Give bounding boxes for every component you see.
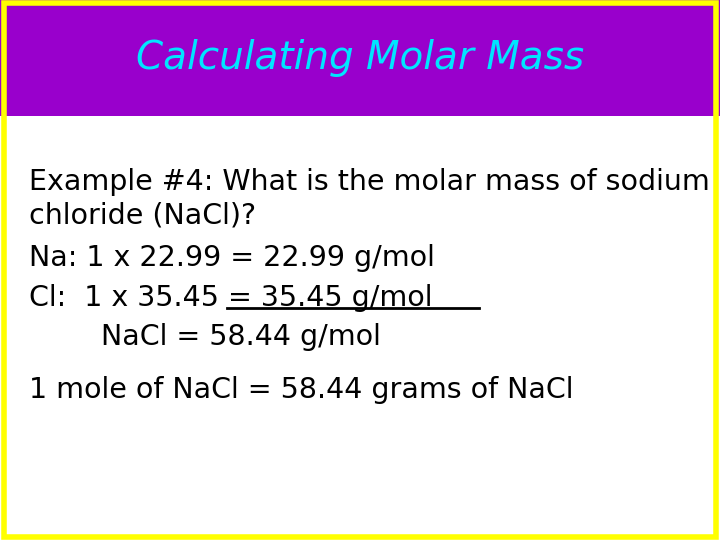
Text: chloride (NaCl)?: chloride (NaCl)? [29,202,256,230]
Text: Cl:  1 x 35.45 = 35.45 g/mol: Cl: 1 x 35.45 = 35.45 g/mol [29,285,432,312]
Text: Na: 1 x 22.99 = 22.99 g/mol: Na: 1 x 22.99 = 22.99 g/mol [29,244,435,272]
Text: 1 mole of NaCl = 58.44 grams of NaCl: 1 mole of NaCl = 58.44 grams of NaCl [29,375,573,403]
Text: NaCl = 58.44 g/mol: NaCl = 58.44 g/mol [29,322,381,350]
Text: Example #4: What is the molar mass of sodium: Example #4: What is the molar mass of so… [29,168,709,196]
Text: Calculating Molar Mass: Calculating Molar Mass [136,39,584,77]
